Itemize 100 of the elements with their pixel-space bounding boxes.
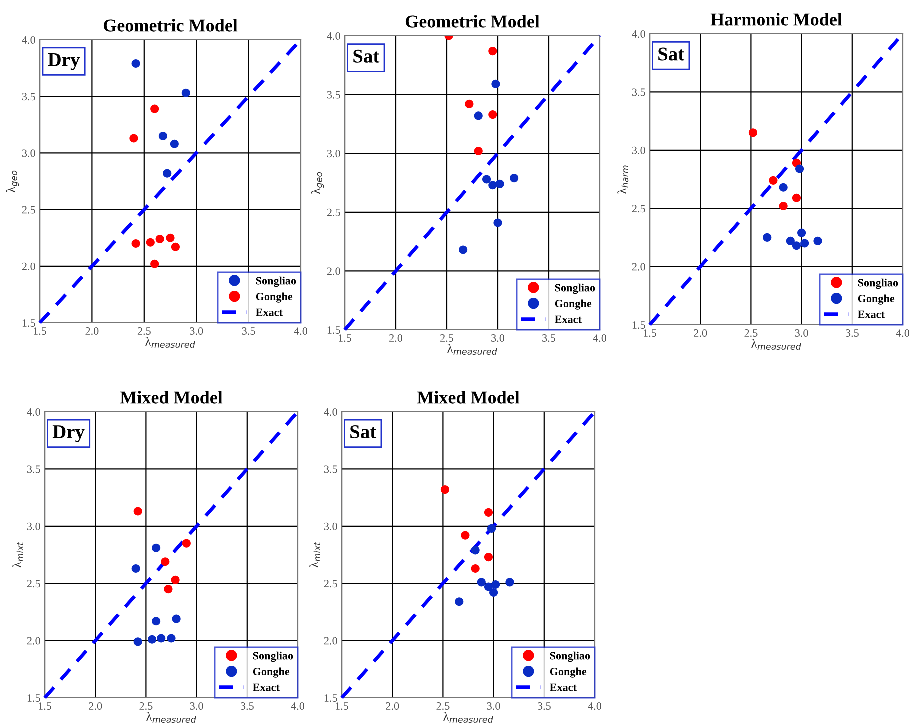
y-tick-label: 2.0	[632, 263, 646, 271]
point	[490, 588, 498, 598]
x-tick-label: 1.5	[644, 330, 657, 338]
x-tick-label: 3.5	[542, 334, 556, 342]
y-axis-title: λ$_{mixt}$	[12, 542, 24, 568]
y-tick-label: 2.5	[324, 580, 338, 588]
x-tick-label: 3.0	[795, 329, 808, 338]
point	[488, 110, 498, 120]
point	[814, 236, 822, 246]
legend-label: Songliao	[256, 276, 296, 288]
x-tick-label: 2.0	[694, 329, 708, 338]
annotation: Dry	[52, 426, 85, 443]
y-tick-label: 1.5	[324, 694, 338, 702]
point	[488, 181, 498, 190]
point	[506, 578, 514, 587]
y-tick-label: 4.0	[327, 32, 340, 40]
y-tick-label: 2.0	[22, 262, 36, 270]
y-tick-label: 3.5	[632, 88, 646, 96]
x-tick-label: 3.0	[190, 327, 204, 336]
x-tick-label: 3.5	[242, 328, 256, 336]
x-tick-label: 2.0	[89, 702, 102, 710]
legend-label: Gonghe	[858, 294, 895, 305]
y-tick-label: 2.5	[27, 580, 40, 588]
annotation: Sat	[350, 425, 377, 439]
point	[492, 80, 500, 88]
legend-label: Exact	[554, 316, 582, 324]
point	[492, 580, 500, 590]
point	[748, 128, 758, 138]
annotation: Dry	[48, 53, 80, 70]
point	[494, 218, 502, 228]
chart-title: Harmonic Model	[710, 13, 842, 26]
x-tick-label: 4.0	[896, 329, 910, 338]
y-tick-label: 2.0	[324, 637, 338, 645]
x-tick-label: 1.5	[336, 702, 349, 710]
point	[459, 246, 468, 254]
point	[471, 564, 480, 574]
x-tick-label: 2.5	[140, 702, 153, 710]
point	[461, 531, 470, 540]
x-tick-label: 2.0	[390, 334, 403, 342]
point	[484, 553, 494, 562]
y-tick-label: 1.5	[22, 320, 36, 328]
x-tick-label: 2.0	[386, 702, 400, 710]
x-tick-label: 4.0	[291, 702, 305, 710]
y-tick-label: 4.0	[27, 408, 40, 416]
legend-label: Exact	[550, 684, 577, 692]
point	[792, 242, 802, 250]
y-tick-label: 1.5	[28, 694, 40, 702]
point	[510, 174, 519, 183]
point	[156, 234, 164, 244]
point	[146, 238, 155, 247]
annotation: Sat	[354, 50, 380, 63]
y-tick-label: 4.0	[632, 30, 646, 38]
point	[170, 140, 179, 148]
x-axis-title: λ$_{measured}$	[448, 344, 498, 356]
point	[779, 183, 788, 192]
x-tick-label: 3.5	[846, 330, 859, 338]
point	[455, 598, 464, 606]
x-tick-label: 4.0	[593, 334, 607, 342]
point	[477, 578, 486, 587]
legend-label: Gonghe	[555, 300, 592, 310]
point	[166, 234, 175, 242]
point	[488, 47, 498, 56]
chart-title: Geometric Model	[104, 19, 238, 32]
point	[474, 146, 483, 156]
y-tick-label: 4.0	[22, 36, 36, 44]
point	[152, 544, 161, 552]
legend-label: Gonghe	[550, 668, 587, 678]
point	[134, 638, 142, 646]
point	[471, 546, 480, 555]
y-tick-label: 3.0	[22, 150, 36, 158]
point	[150, 260, 160, 268]
point	[487, 524, 496, 533]
x-tick-label: 2.5	[440, 334, 454, 342]
legend-label: Exact	[858, 310, 885, 318]
y-tick-label: 3.5	[324, 466, 338, 474]
y-tick-label: 2.5	[327, 208, 340, 216]
y-axis-title: λ$_{mixt}$	[310, 542, 320, 568]
point	[769, 176, 778, 185]
legend-label: Songliao	[555, 284, 596, 294]
legend-label: Songliao	[858, 278, 898, 290]
point	[786, 236, 795, 246]
point	[132, 239, 140, 248]
point	[779, 202, 788, 211]
point	[798, 228, 806, 238]
legend-label: Songliao	[253, 652, 294, 662]
point	[795, 164, 804, 174]
point	[484, 508, 494, 517]
point	[134, 507, 142, 516]
y-tick-label: 3.5	[327, 91, 340, 99]
point	[163, 169, 172, 178]
point	[171, 576, 180, 584]
x-tick-label: 2.5	[138, 328, 151, 336]
point	[496, 180, 504, 188]
point	[164, 585, 173, 594]
point	[792, 194, 802, 202]
legend-label: Exact	[252, 684, 280, 692]
point	[152, 617, 161, 626]
x-tick-label: 4.0	[588, 702, 602, 710]
point	[148, 635, 157, 644]
point	[182, 88, 190, 98]
